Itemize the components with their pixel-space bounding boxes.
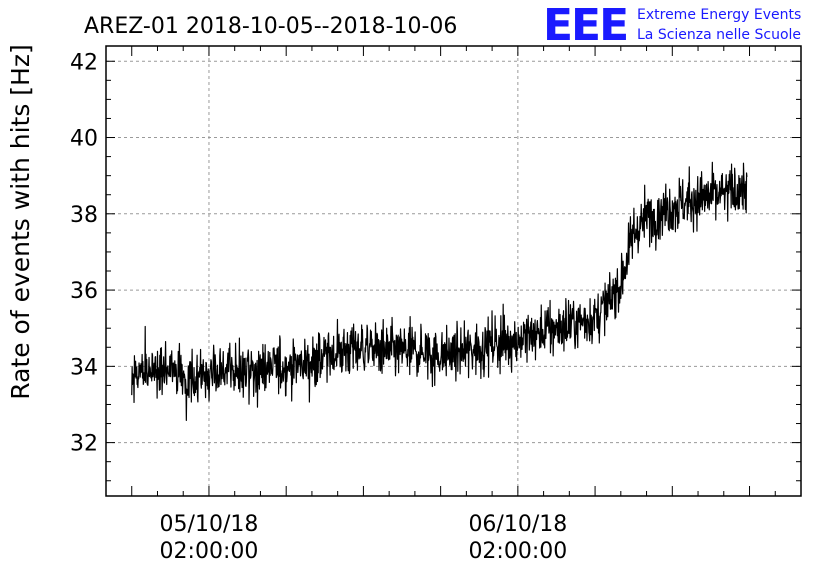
x-tick-label-date: 06/10/18 (468, 512, 567, 537)
eee-logo: EEE Extreme Energy Events La Scienza nel… (543, 0, 801, 51)
y-axis: 32 34 36 38 40 42 (70, 50, 801, 482)
y-tick-label: 32 (70, 432, 98, 457)
rate-series-line (131, 161, 748, 421)
x-tick-label-date: 05/10/18 (160, 512, 259, 537)
y-tick-label: 42 (70, 50, 98, 75)
x-tick-label-time: 02:00:00 (468, 539, 567, 564)
y-tick-label: 36 (70, 279, 98, 304)
y-tick-label: 34 (70, 355, 98, 380)
y-axis-label: Rate of events with hits [Hz] (6, 44, 35, 399)
x-tick-label-time: 02:00:00 (160, 539, 259, 564)
y-tick-label: 38 (70, 203, 98, 228)
y-tick-label: 40 (70, 127, 98, 152)
eee-logo-line1: Extreme Energy Events (637, 7, 801, 23)
eee-logo-line2: La Scienza nelle Scuole (637, 27, 801, 43)
chart-title: AREZ-01 2018-10-05--2018-10-06 (84, 14, 457, 39)
eee-logo-mark: EEE (543, 0, 627, 51)
rate-series (131, 161, 748, 421)
